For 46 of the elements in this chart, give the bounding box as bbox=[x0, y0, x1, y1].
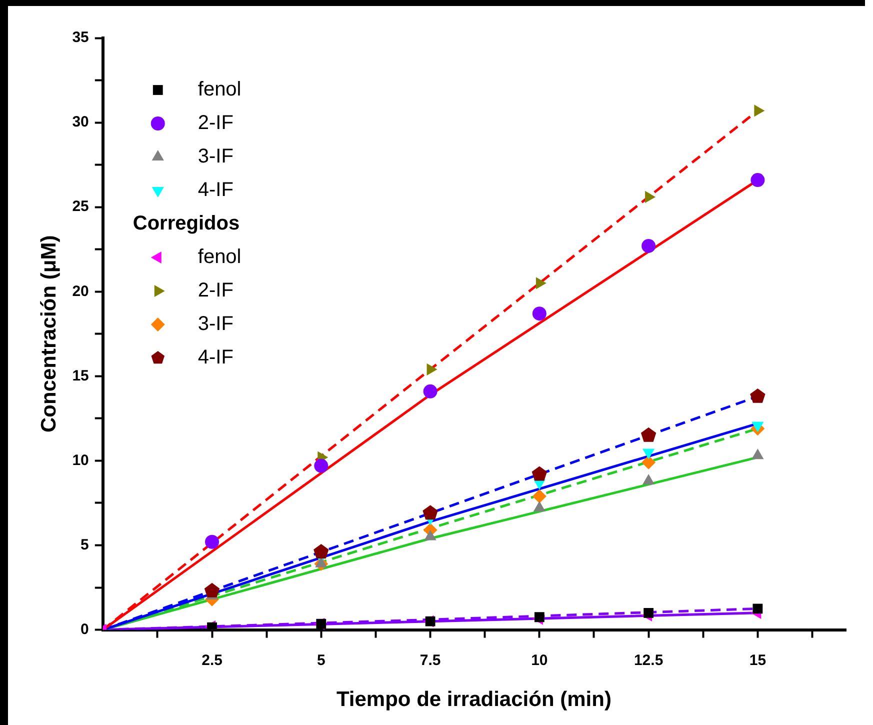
point bbox=[422, 505, 438, 520]
y-tick-label: 20 bbox=[72, 282, 89, 300]
point bbox=[534, 612, 544, 622]
point bbox=[204, 582, 220, 598]
point bbox=[752, 448, 764, 460]
legend-label: 4-IF bbox=[198, 179, 234, 202]
point bbox=[532, 489, 546, 504]
x-axis-title: Tiempo de irradiación (min) bbox=[336, 688, 612, 712]
y-tick-label: 10 bbox=[72, 452, 89, 469]
legend-label: fenol bbox=[198, 246, 242, 268]
point bbox=[532, 466, 548, 481]
legend-label: fenol bbox=[198, 78, 242, 101]
legend-label: 2-IF bbox=[198, 280, 234, 302]
y-tick-label: 30 bbox=[72, 114, 89, 131]
point bbox=[314, 544, 329, 558]
legend-label: 3-IF bbox=[198, 146, 234, 168]
x-tick-label: 7.5 bbox=[420, 652, 441, 669]
y-tick-label: 25 bbox=[72, 198, 89, 216]
y-axis-title: Concentración (μM) bbox=[37, 235, 60, 432]
point bbox=[533, 501, 546, 512]
y-tick-label: 0 bbox=[80, 620, 89, 638]
annotation: Corregidos bbox=[132, 212, 240, 235]
point bbox=[750, 388, 766, 403]
legend-label: 3-IF bbox=[198, 313, 234, 336]
legend-label: 2-IF bbox=[198, 112, 234, 134]
point bbox=[752, 604, 763, 614]
legend-label: 4-IF bbox=[198, 346, 234, 369]
point bbox=[532, 306, 546, 321]
point bbox=[642, 474, 655, 485]
point bbox=[644, 608, 654, 618]
point bbox=[314, 458, 328, 473]
x-tick-label: 2.5 bbox=[202, 652, 222, 669]
x-tick-label: 12.5 bbox=[634, 652, 664, 669]
point bbox=[642, 455, 656, 470]
x-tick-label: 10 bbox=[531, 652, 548, 669]
x-tick-label: 15 bbox=[749, 652, 766, 669]
point bbox=[423, 384, 438, 398]
point bbox=[205, 534, 220, 549]
y-tick-label: 5 bbox=[80, 536, 89, 554]
point bbox=[642, 238, 656, 253]
x-tick-label: 5 bbox=[316, 652, 326, 669]
point bbox=[640, 427, 656, 442]
y-tick-label: 15 bbox=[72, 367, 89, 384]
y-tick-label: 35 bbox=[72, 29, 89, 46]
point bbox=[424, 530, 436, 540]
point bbox=[750, 173, 765, 188]
